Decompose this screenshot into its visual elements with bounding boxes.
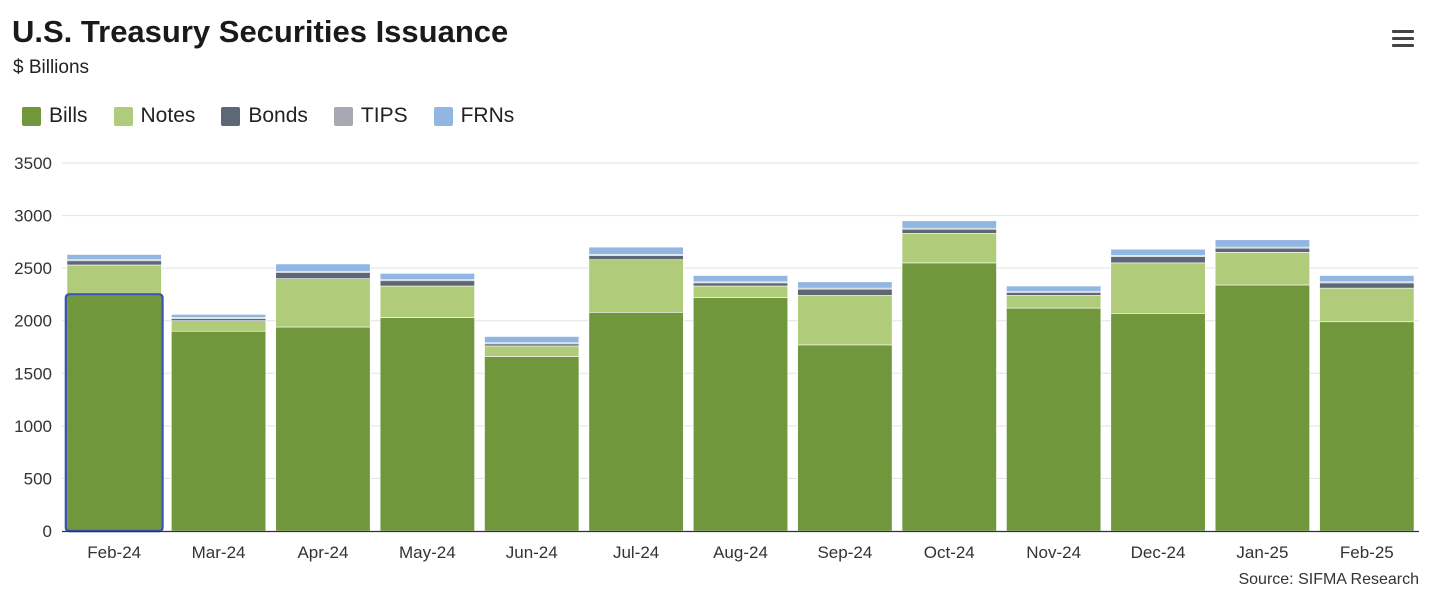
y-tick-label: 0 [43, 522, 52, 541]
x-tick-label: Jun-24 [506, 543, 558, 562]
y-tick-label: 2500 [14, 259, 52, 278]
bar-segment-frns[interactable] [692, 275, 789, 283]
x-tick-label: Mar-24 [192, 543, 246, 562]
bar-segment-bills[interactable] [588, 312, 684, 532]
bar-segment-bonds[interactable] [1319, 282, 1415, 289]
legend-swatch [22, 106, 41, 126]
bar-segment-frns[interactable] [1214, 239, 1310, 248]
bar-segment-notes[interactable] [1110, 262, 1206, 314]
x-tick-label: Jan-25 [1236, 543, 1288, 562]
bar-segment-notes[interactable] [692, 285, 789, 298]
chart-title: U.S. Treasury Securities Issuance [12, 14, 509, 49]
bar-segment-bonds[interactable] [379, 280, 475, 287]
legend-swatch [333, 106, 353, 126]
x-tick-label: Aug-24 [713, 543, 768, 562]
x-tick-label: Jul-24 [613, 543, 659, 562]
bar-segment-bills[interactable] [1319, 321, 1415, 532]
bar-segment-notes[interactable] [275, 278, 371, 328]
x-tick-label: Dec-24 [1131, 543, 1186, 562]
legend-item-frns[interactable]: FRNs [433, 104, 515, 128]
legend-swatch [221, 106, 241, 126]
bar-segment-bills[interactable] [901, 262, 997, 532]
y-tick-label: 2000 [14, 312, 52, 331]
bar-segment-bonds[interactable] [588, 255, 684, 261]
y-tick-label: 500 [24, 469, 52, 488]
legend-label: TIPS [360, 104, 408, 127]
bar-segment-frns[interactable] [901, 220, 997, 229]
bar-segment-notes[interactable] [1319, 287, 1415, 323]
bar-segment-frns[interactable] [1319, 275, 1415, 283]
bar-segment-bonds[interactable] [1006, 292, 1102, 296]
bar-segment-notes[interactable] [1214, 252, 1310, 286]
legend-swatch [113, 106, 133, 126]
x-tick-label: Sep-24 [817, 543, 872, 562]
legend-label: Notes [140, 104, 196, 127]
x-tick-label: Apr-24 [297, 543, 348, 562]
bar-segment-notes[interactable] [901, 233, 997, 264]
bar-segment-bonds[interactable] [275, 272, 371, 279]
legend-item-tips[interactable]: TIPS [333, 104, 408, 128]
bar-segment-bills[interactable] [275, 326, 371, 532]
x-tick-label: May-24 [399, 543, 456, 562]
bar-segment-notes[interactable] [1006, 295, 1102, 309]
y-tick-label: 3500 [14, 154, 52, 173]
bar-segment-frns[interactable] [1110, 248, 1206, 256]
y-tick-label: 1500 [14, 364, 52, 383]
bar-segment-bonds[interactable] [66, 260, 162, 266]
bar-segment-notes[interactable] [379, 285, 475, 318]
x-tick-label: Nov-24 [1026, 543, 1081, 562]
x-tick-label: Oct-24 [924, 543, 975, 562]
legend-item-notes[interactable]: Notes [113, 104, 196, 128]
bar-segment-bonds[interactable] [1214, 247, 1310, 253]
source-note: Source: SIFMA Research [1238, 571, 1419, 588]
bar-segment-bills[interactable] [66, 295, 162, 532]
legend-label: FRNs [460, 104, 515, 127]
y-tick-label: 3000 [14, 207, 52, 226]
bar-segment-notes[interactable] [66, 264, 162, 296]
bar-segment-bonds[interactable] [797, 288, 893, 296]
bar-segment-notes[interactable] [484, 345, 580, 357]
legend-item-bonds[interactable]: Bonds [221, 104, 308, 128]
bar-segment-bills[interactable] [1110, 313, 1206, 532]
x-tick-label: Feb-25 [1340, 543, 1394, 562]
bar-segment-bills[interactable] [1006, 307, 1102, 532]
legend-item-bills[interactable]: Bills [22, 104, 88, 128]
bar-segment-bills[interactable] [379, 317, 475, 532]
bar-segment-frns[interactable] [588, 246, 684, 255]
bar-segment-bonds[interactable] [171, 318, 267, 322]
bar-segment-bonds[interactable] [692, 282, 789, 287]
bar-segment-frns[interactable] [171, 314, 267, 318]
bar-segment-notes[interactable] [588, 259, 684, 313]
hamburger-menu-icon[interactable] [1392, 30, 1414, 48]
bar-segment-frns[interactable] [484, 336, 580, 344]
bar-segment-bills[interactable] [1214, 284, 1310, 532]
x-tick-label: Feb-24 [87, 543, 141, 562]
legend-swatch [433, 106, 453, 126]
bar-segment-frns[interactable] [797, 281, 893, 289]
bar-segment-notes[interactable] [797, 295, 893, 346]
bar-segment-bills[interactable] [797, 344, 893, 532]
bar-segment-frns[interactable] [1006, 285, 1102, 292]
bar-segment-frns[interactable] [275, 263, 371, 272]
bar-segment-notes[interactable] [171, 320, 267, 332]
bar-segment-bonds[interactable] [901, 228, 997, 234]
bar-segment-bills[interactable] [484, 356, 580, 532]
bar-segment-frns[interactable] [379, 273, 475, 281]
legend-label: Bills [49, 104, 88, 127]
chart-subtitle: $ Billions [13, 57, 90, 78]
legend-label: Bonds [248, 104, 308, 127]
bar-segment-frns[interactable] [66, 254, 162, 261]
y-tick-label: 1000 [14, 417, 52, 436]
bar-segment-bills[interactable] [171, 330, 267, 532]
bar-segment-bills[interactable] [692, 297, 789, 532]
bar-segment-bonds[interactable] [484, 343, 580, 347]
bar-segment-bonds[interactable] [1110, 256, 1206, 264]
chart-legend: Bills Notes Bonds TIPS FRNs [22, 104, 540, 128]
